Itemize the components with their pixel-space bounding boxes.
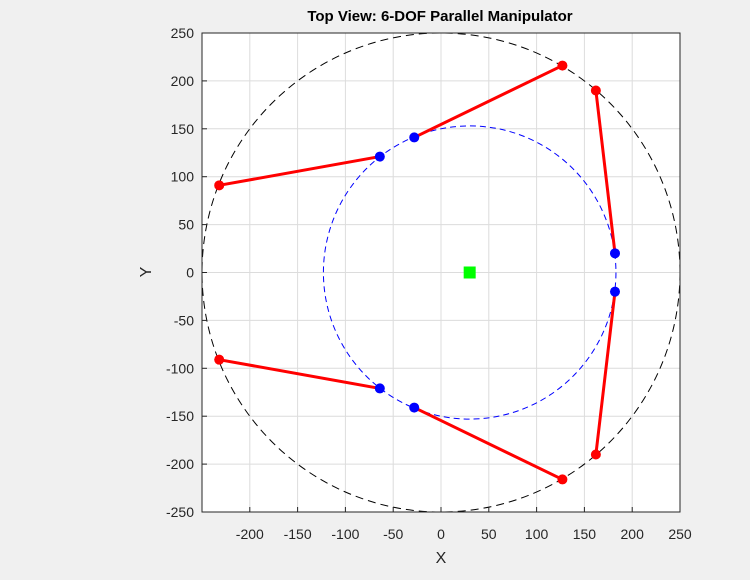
y-tick-label: -50 [174,312,194,328]
platform-circle [322,125,617,420]
y-tick-label: 100 [171,169,195,185]
x-tick-label: -100 [331,526,359,542]
leg-line [217,155,382,187]
y-axis-label: Y [138,266,155,277]
platform-joint-point [409,402,420,413]
platform-joint-point [409,132,420,143]
leg-line [217,358,382,390]
base-joint-point [214,354,225,365]
platform-joint-point [374,383,385,394]
x-tick-label: -150 [284,526,312,542]
y-tick-label: -150 [166,408,194,424]
leg-line [594,290,617,457]
y-tick-label: 250 [171,25,195,41]
x-tick-label: 50 [481,526,497,542]
y-tick-label: 50 [178,217,194,233]
base-joint-point [214,180,225,191]
leg-line [412,406,564,481]
base-joint-point [557,60,568,71]
base-joint-point [557,474,568,485]
y-tick-label: 200 [171,73,195,89]
platform-joint-point [609,286,620,297]
y-tick-label: -200 [166,456,194,472]
x-axis-label: X [436,550,447,567]
base-joint-point [590,449,601,460]
tick-labels: -200 -150 -100 -50 0 50 100 150 200 250 250 200 150 1… [166,25,692,542]
y-tick-label: -100 [166,360,194,376]
platform-joint-point [609,248,620,259]
x-tick-label: 250 [668,526,692,542]
y-tick-label: 150 [171,121,195,137]
x-tick-label: 0 [437,526,445,542]
x-tick-label: 200 [621,526,645,542]
chart-title: Top View: 6-DOF Parallel Manipulator [307,8,572,25]
y-tick-label: 0 [186,265,194,281]
y-tick-label: -250 [166,504,194,520]
x-tick-label: 100 [525,526,549,542]
platform-joint-point [374,151,385,162]
x-tick-label: 150 [573,526,597,542]
joints [214,60,620,485]
grid [202,32,681,513]
x-tick-label: -200 [236,526,264,542]
leg-line [412,64,564,139]
legs [217,64,617,481]
platform-center-marker [463,266,476,279]
leg-line [594,88,617,255]
base-joint-point [590,85,601,96]
plot-area: -200 -150 -100 -50 0 50 100 150 200 250 250 200 150 1… [166,25,692,542]
x-tick-label: -50 [383,526,403,542]
